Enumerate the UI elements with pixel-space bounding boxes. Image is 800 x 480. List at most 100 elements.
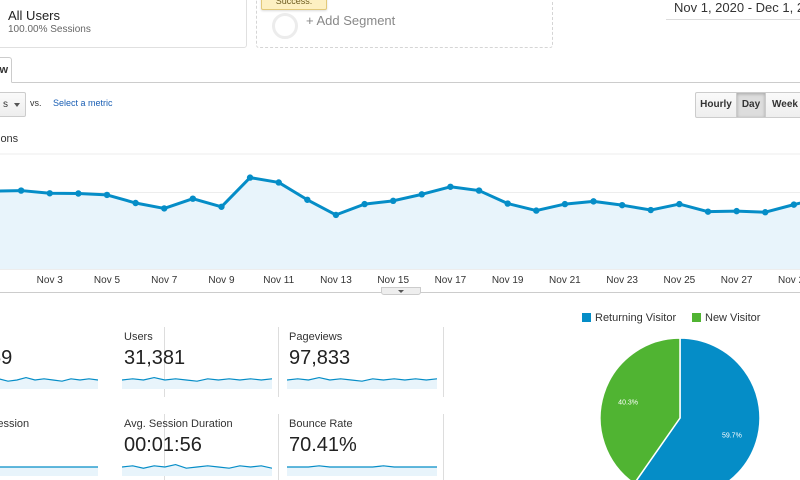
- chart-tick-label: Nov 25: [664, 275, 696, 286]
- chart-tick-label: Nov 7: [151, 275, 178, 286]
- legend-swatch: [582, 313, 591, 322]
- chart-point-nov-15: [389, 197, 397, 205]
- metric-dropdown-value: s: [3, 99, 8, 110]
- chart-point-nov-26: [704, 208, 712, 215]
- stat-name: Pageviews: [289, 331, 343, 343]
- sparkline-fill: [287, 465, 437, 476]
- chart-point-nov-20: [533, 207, 540, 214]
- chart-point-nov-21: [561, 200, 569, 208]
- tab-divider: [0, 82, 800, 83]
- legend-returning-visitor[interactable]: Returning Visitor: [582, 312, 676, 324]
- sparkline-line: [287, 376, 437, 382]
- sessions-line-chart: Nov 3 Nov 5 Nov 7 Nov 9 Nov 11 Nov 13 Nov 15 No…: [0, 153, 800, 286]
- stat-tile-sessions: s 59: [0, 327, 165, 397]
- vs-label: vs.: [30, 98, 42, 108]
- chart-tick-label: Nov 27: [721, 275, 753, 286]
- select-metric-link[interactable]: Select a metric: [53, 98, 113, 108]
- chart-tick-label: Nov 21: [549, 275, 581, 286]
- collapse-arrow-icon: [398, 290, 404, 293]
- chart-point-nov-18: [475, 187, 483, 194]
- chart-series-label: ions: [0, 133, 19, 145]
- success-toast: Success:: [261, 0, 327, 10]
- sparkline-line: [122, 463, 272, 469]
- chart-point-nov-6: [132, 199, 139, 207]
- granularity-day-button[interactable]: Day: [736, 92, 766, 118]
- legend-new-visitor[interactable]: New Visitor: [692, 312, 760, 324]
- stat-tile-avg-session-duration: Avg. Session Duration 00:01:56: [114, 414, 279, 480]
- pie-slice-new-visitor: [599, 338, 681, 480]
- chart-tick-label: Nov 11: [263, 275, 294, 286]
- chart-point-nov-14: [361, 200, 368, 208]
- sparkline-line: [287, 465, 437, 468]
- chart-point-nov-24: [647, 206, 654, 214]
- pie-slice-label: 59.7%: [722, 432, 742, 439]
- sparkline-fill: [122, 377, 272, 389]
- sparkline-line: [0, 376, 98, 382]
- legend-label: New Visitor: [705, 312, 761, 324]
- chart-series-line: [0, 176, 800, 217]
- chart-point-nov-23: [618, 201, 626, 209]
- chart-point-nov-17: [447, 183, 454, 190]
- chart-point-nov-3: [46, 190, 53, 197]
- chart-point-nov-7: [161, 205, 168, 212]
- chart-point-nov-5: [103, 191, 111, 199]
- sparkline-fill: [287, 377, 437, 389]
- segment-subtitle: 100.00% Sessions: [8, 24, 91, 35]
- visitor-pie-chart: 59.7% 40.3%: [599, 338, 761, 480]
- tab-overview[interactable]: w: [0, 57, 12, 83]
- chart-point-nov-11: [275, 179, 282, 186]
- stat-name: Avg. Session Duration: [124, 418, 233, 430]
- chart-point-nov-28: [762, 209, 769, 216]
- chart-point-nov-22: [590, 198, 597, 205]
- stat-sparkline: [0, 376, 98, 389]
- chart-tick-label: Nov 9: [208, 275, 235, 286]
- stat-tile-bounce-rate: Bounce Rate 70.41%: [279, 414, 444, 480]
- metric-dropdown[interactable]: s: [0, 92, 26, 117]
- chart-point-nov-13: [332, 211, 340, 219]
- chart-tick-label: Nov 3: [37, 275, 64, 286]
- chart-area-fill: [0, 177, 800, 269]
- sparkline-fill: [0, 377, 98, 389]
- chart-point-nov-12: [304, 196, 311, 203]
- chevron-down-icon: [14, 103, 20, 107]
- stat-sparkline: [287, 376, 437, 389]
- segment-all-users[interactable]: All Users 100.00% Sessions: [0, 0, 247, 48]
- stat-sparkline: [122, 463, 272, 476]
- legend-swatch: [692, 313, 701, 322]
- stat-tile-pageviews: Pageviews 97,833: [279, 327, 444, 397]
- pie-slice-label: 40.3%: [618, 400, 638, 407]
- chart-tick-label: Nov 15: [377, 275, 409, 286]
- chart-point-nov-16: [418, 191, 425, 198]
- chart-tick-label: Nov 13: [320, 275, 352, 286]
- stat-value: 70.41%: [289, 434, 357, 456]
- granularity-hourly-button[interactable]: Hourly: [695, 92, 737, 118]
- chart-collapse-handle[interactable]: [381, 287, 421, 295]
- chart-point-nov-25: [676, 200, 683, 208]
- add-segment-circle-icon: [272, 13, 298, 39]
- chart-point-nov-2: [17, 187, 25, 194]
- stat-value: 59: [0, 347, 13, 369]
- stat-value: 00:01:56: [124, 434, 202, 456]
- chart-tick-label: Nov 17: [435, 275, 467, 286]
- granularity-week-button[interactable]: Week: [765, 92, 800, 118]
- chart-tick-label: Nov 19: [492, 275, 524, 286]
- chart-point-nov-9: [218, 203, 225, 210]
- add-segment-label[interactable]: + Add Segment: [306, 13, 396, 28]
- stat-name: Bounce Rate: [289, 418, 353, 430]
- stat-name: Session: [0, 418, 30, 430]
- sparkline-line: [122, 376, 272, 382]
- chart-point-nov-27: [733, 207, 740, 215]
- pie-slice-returning-visitor: [635, 338, 761, 480]
- stat-sparkline: [287, 465, 437, 476]
- chart-point-nov-19: [504, 200, 511, 207]
- stat-value: 31,381: [124, 347, 186, 369]
- chart-point-nov-10: [246, 174, 254, 181]
- chart-tick-label: Nov 5: [94, 275, 121, 286]
- chart-point-nov-4: [75, 190, 82, 197]
- chart-tick-label: Nov 23: [606, 275, 638, 286]
- chart-point-nov-29: [790, 201, 798, 208]
- legend-label: Returning Visitor: [595, 312, 677, 324]
- stat-sparkline: [122, 376, 272, 389]
- sparkline-fill: [0, 467, 98, 476]
- date-range-picker[interactable]: Nov 1, 2020 - Dec 1, 2020: [666, 0, 800, 20]
